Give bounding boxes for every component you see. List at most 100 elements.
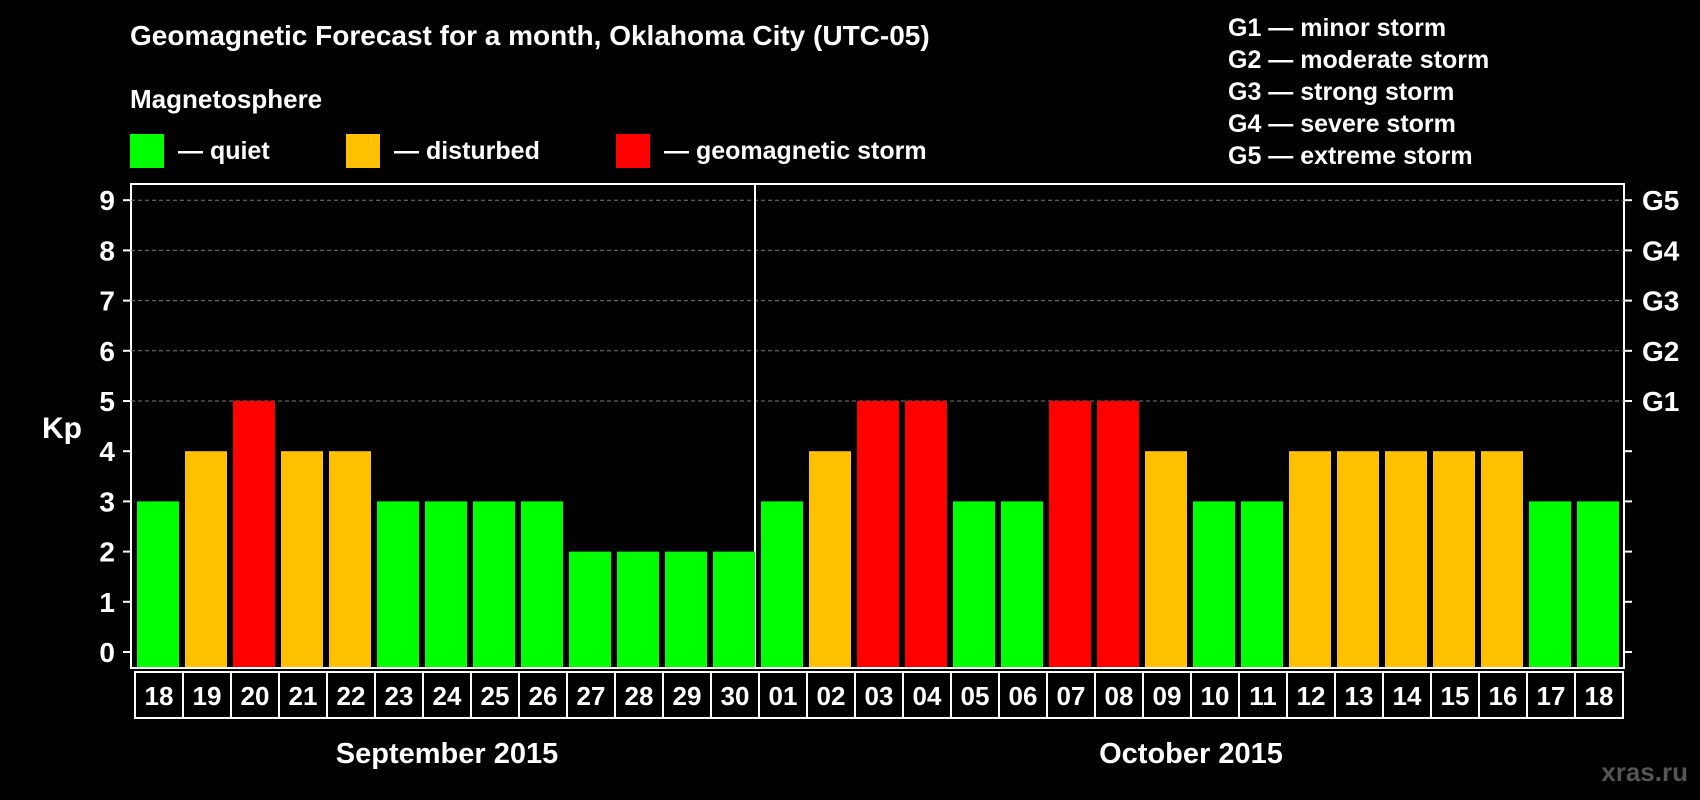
y-tick-label-6: 6	[99, 336, 115, 367]
month-label-1: October 2015	[1099, 738, 1283, 770]
y-axis-label: Kp	[42, 412, 82, 445]
g-scale-label-g3: G3	[1642, 286, 1679, 317]
bar-27	[1433, 451, 1475, 667]
x-tick-label-15: 03	[865, 681, 894, 711]
legend-quiet: — quiet	[130, 134, 270, 168]
legend-quiet-swatch	[130, 134, 164, 168]
bar-23	[1241, 501, 1283, 667]
x-tick-label-18: 06	[1009, 681, 1038, 711]
storm-scale-g3: G3 — strong storm	[1228, 78, 1455, 106]
x-tick-label-23: 11	[1249, 681, 1277, 711]
bar-1	[185, 451, 227, 667]
x-tick-label-29: 17	[1537, 681, 1566, 711]
bar-10	[617, 551, 659, 667]
bar-20	[1097, 401, 1139, 667]
bar-25	[1337, 451, 1379, 667]
bar-17	[953, 501, 995, 667]
x-tick-label-25: 13	[1345, 681, 1374, 711]
g-scale-label-g2: G2	[1642, 336, 1679, 367]
legend-disturbed-label: — disturbed	[394, 136, 540, 165]
bar-4	[329, 451, 371, 667]
g-scale-label-g5: G5	[1642, 185, 1679, 216]
chart-title: Geomagnetic Forecast for a month, Oklaho…	[130, 20, 930, 51]
x-tick-label-22: 10	[1201, 681, 1230, 711]
bar-15	[857, 401, 899, 667]
bar-26	[1385, 451, 1427, 667]
x-tick-label-12: 30	[721, 681, 750, 711]
x-tick-label-14: 02	[817, 681, 846, 711]
bar-2	[233, 401, 275, 667]
x-tick-label-6: 24	[433, 681, 462, 711]
bar-14	[809, 451, 851, 667]
bar-24	[1289, 451, 1331, 667]
bar-18	[1001, 501, 1043, 667]
bar-8	[521, 501, 563, 667]
x-tick-label-30: 18	[1585, 681, 1614, 711]
y-tick-label-0: 0	[99, 637, 115, 668]
x-tick-label-17: 05	[961, 681, 990, 711]
x-tick-label-10: 28	[625, 681, 654, 711]
x-tick-label-1: 19	[193, 681, 222, 711]
x-tick-label-13: 01	[769, 681, 798, 711]
x-tick-label-8: 26	[529, 681, 558, 711]
bar-9	[569, 551, 611, 667]
y-tick-label-5: 5	[99, 386, 115, 417]
y-tick-label-2: 2	[99, 537, 115, 568]
y-tick-label-4: 4	[99, 436, 115, 467]
bar-19	[1049, 401, 1091, 667]
storm-scale-legend: G1 — minor storm G2 — moderate storm G3 …	[1228, 12, 1489, 172]
bar-5	[377, 501, 419, 667]
bar-0	[137, 501, 179, 667]
x-tick-label-26: 14	[1393, 681, 1422, 711]
y-tick-label-9: 9	[99, 185, 115, 216]
x-tick-label-27: 15	[1441, 681, 1470, 711]
legend-disturbed-swatch	[346, 134, 380, 168]
x-tick-label-3: 21	[289, 681, 318, 711]
x-tick-label-4: 22	[337, 681, 366, 711]
bar-11	[665, 551, 707, 667]
plot-border	[130, 183, 1625, 669]
legend-storm-swatch	[616, 134, 650, 168]
bar-12	[713, 551, 755, 667]
storm-scale-g5: G5 — extreme storm	[1228, 142, 1473, 170]
bar-21	[1145, 451, 1187, 667]
x-tick-label-24: 12	[1297, 681, 1326, 711]
x-tick-label-5: 23	[385, 681, 414, 711]
legend-disturbed: — disturbed	[346, 134, 540, 168]
storm-scale-g2: G2 — moderate storm	[1228, 46, 1490, 74]
bar-16	[905, 401, 947, 667]
bar-30	[1577, 501, 1619, 667]
g-scale-label-g4: G4	[1642, 235, 1680, 266]
x-tick-label-0: 18	[145, 681, 174, 711]
bar-3	[281, 451, 323, 667]
bar-28	[1481, 451, 1523, 667]
bar-22	[1193, 501, 1235, 667]
g-scale-label-g1: G1	[1642, 386, 1679, 417]
x-tick-label-16: 04	[913, 681, 942, 711]
month-label-0: September 2015	[336, 738, 558, 770]
bar-6	[425, 501, 467, 667]
y-tick-label-8: 8	[99, 235, 115, 266]
bar-13	[761, 501, 803, 667]
x-tick-label-19: 07	[1057, 681, 1086, 711]
date-row-border	[134, 671, 1624, 719]
legend-storm-label: — geomagnetic storm	[664, 136, 927, 165]
bar-7	[473, 501, 515, 667]
legend-quiet-label: — quiet	[178, 136, 270, 165]
y-tick-label-1: 1	[99, 587, 115, 618]
x-tick-label-9: 27	[577, 681, 606, 711]
storm-scale-g1: G1 — minor storm	[1228, 14, 1447, 42]
y-tick-label-7: 7	[99, 286, 115, 317]
x-tick-label-20: 08	[1105, 681, 1134, 711]
magnetosphere-label: Magnetosphere	[130, 84, 323, 114]
x-tick-label-11: 29	[673, 681, 702, 711]
y-tick-label-3: 3	[99, 486, 115, 517]
x-tick-label-7: 25	[481, 681, 510, 711]
watermark: xras.ru	[1601, 757, 1688, 787]
storm-scale-g4: G4 — severe storm	[1228, 110, 1456, 138]
x-tick-label-28: 16	[1489, 681, 1518, 711]
x-tick-label-21: 09	[1153, 681, 1182, 711]
bar-29	[1529, 501, 1571, 667]
legend-storm: — geomagnetic storm	[616, 134, 927, 168]
